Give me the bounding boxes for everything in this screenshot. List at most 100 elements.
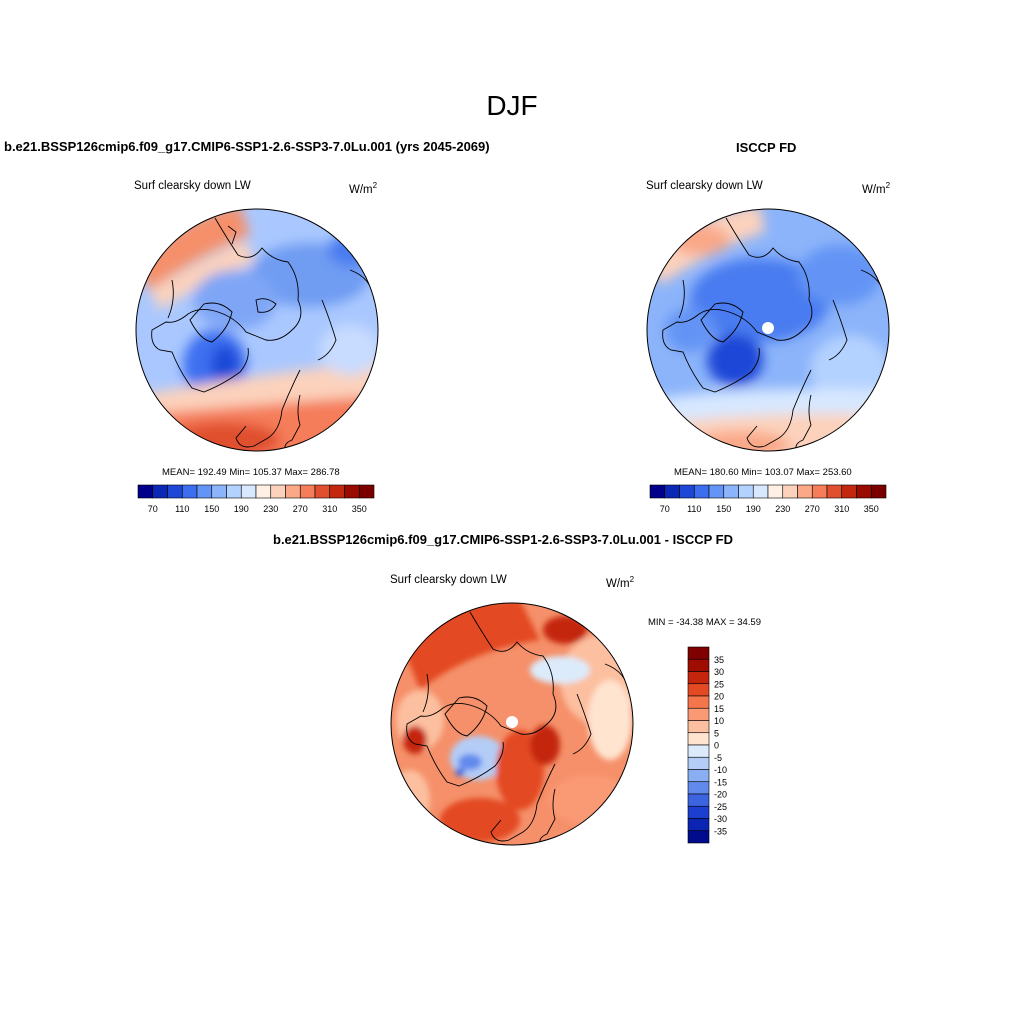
panel-3-coastlines (406, 611, 630, 845)
panel-2-field (647, 209, 889, 451)
panel-3-colorbar-ticklabel: -15 (714, 777, 727, 787)
panel-2-colorbar-ticklabel: 350 (864, 504, 879, 514)
panel-2-stats: MEAN= 180.60 Min= 103.07 Max= 253.60 (674, 467, 852, 478)
panel-1-colorbar-ticklabel: 190 (234, 504, 249, 514)
panel-3-colorbar-box (687, 756, 710, 770)
panel-3-units: W/m2 (606, 575, 634, 590)
panel-1-map-border (135, 208, 379, 452)
panel-1-variable-title: Surf clearsky down LW (134, 180, 251, 192)
panel-3-colorbar-ticklabel: -30 (714, 814, 727, 824)
panel-3-colorbar-ticklabel: 5 (714, 728, 719, 738)
panel-3-colorbar-box (687, 781, 710, 795)
panel-3-colorbar: 35 30 25 20 15 10 5 0 -5 -10 -15 -20 -25 -30 -35 (687, 646, 727, 844)
panel-2-units: W/m2 (862, 181, 890, 196)
panel-1-colorbar-box (285, 484, 301, 499)
panel-2-colorbar-ticklabel: 110 (687, 504, 701, 514)
panel-2-colorbar-box (856, 484, 872, 499)
panel-2-units-exp: 2 (885, 181, 891, 190)
panel-3-colorbar-ticklabel: 15 (714, 704, 724, 714)
panel-2-map-border (646, 208, 890, 452)
panel-2-colorbar-box (723, 484, 739, 499)
panel-1-map (136, 209, 378, 451)
panel-1-colorbar-box (196, 484, 213, 499)
panel-3-colorbar-box (687, 805, 710, 819)
panel-1-colorbar: 70 110 150 190 230 270 310 350 (137, 484, 375, 514)
panel-1-colorbar-ticklabel: 150 (204, 504, 219, 514)
panel-3-colorbar-ticklabel: -10 (714, 765, 727, 775)
panel-1-colorbar-box (299, 484, 316, 499)
panel-2-colorbar-box (752, 484, 769, 499)
panel-1-colorbar-box (211, 484, 227, 499)
panel-1-colorbar-box (137, 484, 154, 499)
panel-2-colorbar-box (767, 484, 784, 499)
panel-1-colorbar-box (270, 484, 286, 499)
panel-3-stats: MIN = -34.38 MAX = 34.59 (648, 617, 762, 628)
panel-1-units: W/m2 (349, 181, 377, 196)
panel-2-colorbar-ticklabel: 70 (660, 504, 670, 514)
panel-1-colorbar-box (344, 484, 360, 499)
panel-3-colorbar-box (687, 658, 710, 672)
panel-3-colorbar-box (687, 818, 710, 832)
panel-2-units-base: W/m (862, 183, 886, 196)
panel-2-colorbar: 70 110 150 190 230 270 310 350 (649, 484, 887, 514)
panel-1-units-base: W/m (349, 183, 373, 196)
figure-title: DJF (486, 90, 538, 121)
panel-3-colorbar-box (687, 646, 710, 660)
panel-2-colorbar-box (679, 484, 695, 499)
panel-1-units-exp: 2 (372, 181, 378, 190)
panel-3-map-border (390, 602, 634, 846)
panel-3-colorbar-ticklabel: 25 (714, 679, 724, 689)
panel-3-colorbar-box (687, 707, 710, 721)
panel-3-colorbar-ticklabel: 10 (714, 716, 724, 726)
panel-1-colorbar-ticklabel: 350 (352, 504, 367, 514)
panel-3-map (391, 603, 633, 845)
panel-3-colorbar-ticklabel: -25 (714, 802, 727, 812)
panel-1-stats: MEAN= 192.49 Min= 105.37 Max= 286.78 (162, 467, 340, 478)
panel-1-colorbar-box (226, 484, 242, 499)
panel-3-colorbar-ticklabel: 0 (714, 741, 719, 751)
panel-2-variable-title: Surf clearsky down LW (646, 180, 763, 192)
panel-1-header: b.e21.BSSP126cmip6.f09_g17.CMIP6-SSP1-2.… (4, 139, 490, 154)
panel-2-colorbar-ticklabel: 190 (746, 504, 761, 514)
panel-3-pole-mask (506, 716, 518, 728)
panel-3-colorbar-box (687, 720, 710, 734)
panel-3-colorbar-box (687, 671, 710, 685)
panel-3-colorbar-box (687, 744, 710, 758)
panel-2-colorbar-box (841, 484, 857, 499)
panel-2-colorbar-box (649, 484, 666, 499)
panel-3-colorbar-box (687, 830, 710, 844)
panel-2-colorbar-ticklabel: 270 (805, 504, 820, 514)
panel-1-colorbar-box (181, 484, 198, 499)
panel-3-colorbar-ticklabel: -5 (714, 753, 722, 763)
panel-1-field (136, 209, 378, 451)
panel-2-colorbar-box (870, 484, 887, 499)
panel-1-colorbar-ticklabel: 310 (322, 504, 337, 514)
panel-1-colorbar-ticklabel: 70 (148, 504, 158, 514)
panel-3-colorbar-box (687, 695, 710, 709)
panel-2-colorbar-box (782, 484, 798, 499)
panel-2-coastlines (662, 217, 886, 451)
panel-3-colorbar-ticklabel: 20 (714, 692, 724, 702)
panel-2-colorbar-box (664, 484, 680, 499)
panel-3-colorbar-box (687, 769, 710, 783)
panel-1-colorbar-ticklabel: 230 (263, 504, 278, 514)
panel-3-colorbar-ticklabel: 35 (714, 655, 724, 665)
panel-2-header: ISCCP FD (736, 140, 797, 155)
panel-2-colorbar-ticklabel: 150 (716, 504, 731, 514)
panel-1-colorbar-ticklabel: 270 (293, 504, 308, 514)
panel-3-colorbar-ticklabel: 30 (714, 667, 724, 677)
panel-2-colorbar-box (826, 484, 843, 499)
panel-3-units-base: W/m (606, 577, 630, 590)
panel-3-colorbar-box (687, 793, 710, 807)
panel-2-colorbar-ticklabel: 230 (775, 504, 790, 514)
panel-1-colorbar-box (314, 484, 331, 499)
panel-1-colorbar-box (240, 484, 257, 499)
panel-3-colorbar-box (687, 732, 710, 746)
panel-2-colorbar-box (693, 484, 710, 499)
panel-2-colorbar-ticklabel: 310 (834, 504, 849, 514)
panel-3-colorbar-ticklabel: -20 (714, 790, 727, 800)
panel-1-colorbar-box (152, 484, 168, 499)
panel-2-colorbar-box (708, 484, 725, 499)
panel-3-colorbar-box (687, 683, 710, 697)
